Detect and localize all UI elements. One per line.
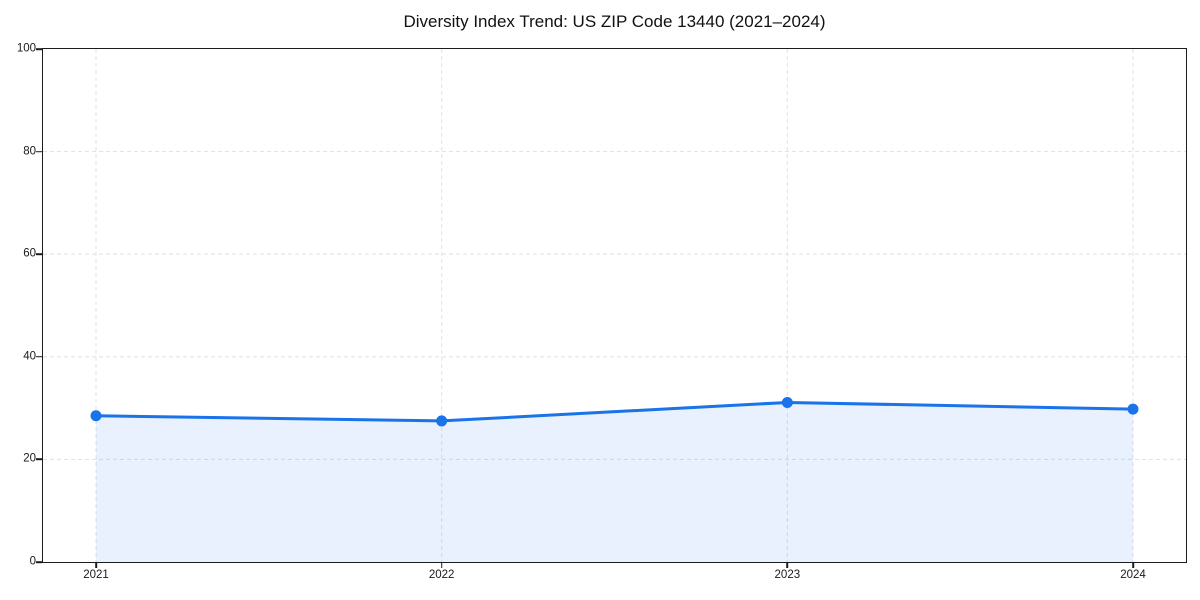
area-fill bbox=[96, 402, 1133, 562]
chart-canvas bbox=[43, 49, 1186, 562]
plot-area bbox=[42, 48, 1187, 563]
y-tick-mark bbox=[36, 458, 42, 461]
chart-title: Diversity Index Trend: US ZIP Code 13440… bbox=[403, 12, 826, 31]
x-tick-mark bbox=[440, 562, 443, 568]
y-tick-label: 0 bbox=[29, 555, 36, 568]
y-tick-mark bbox=[36, 253, 42, 255]
data-point-2021 bbox=[90, 410, 102, 422]
y-tick-mark bbox=[36, 150, 42, 153]
data-point-2024 bbox=[1127, 403, 1139, 415]
y-tick-label: 20 bbox=[23, 452, 36, 465]
x-tick-label: 2024 bbox=[1120, 569, 1146, 581]
trend-line bbox=[94, 400, 1135, 423]
data-point-2023 bbox=[781, 396, 793, 408]
y-tick-label: 40 bbox=[23, 350, 36, 363]
x-tick-mark bbox=[786, 562, 789, 568]
y-tick-mark bbox=[36, 48, 42, 50]
x-tick-label: 2023 bbox=[774, 569, 801, 581]
y-tick-mark bbox=[36, 356, 42, 358]
y-tick-label: 100 bbox=[16, 42, 36, 55]
x-tick-mark bbox=[1132, 562, 1134, 568]
y-tick-label: 60 bbox=[23, 247, 36, 260]
y-tick-label: 80 bbox=[23, 144, 36, 157]
x-tick-label: 2022 bbox=[428, 569, 455, 581]
x-tick-label: 2021 bbox=[83, 569, 109, 581]
y-tick-mark bbox=[36, 561, 42, 563]
data-point-2022 bbox=[436, 415, 448, 427]
x-tick-mark bbox=[95, 562, 97, 568]
